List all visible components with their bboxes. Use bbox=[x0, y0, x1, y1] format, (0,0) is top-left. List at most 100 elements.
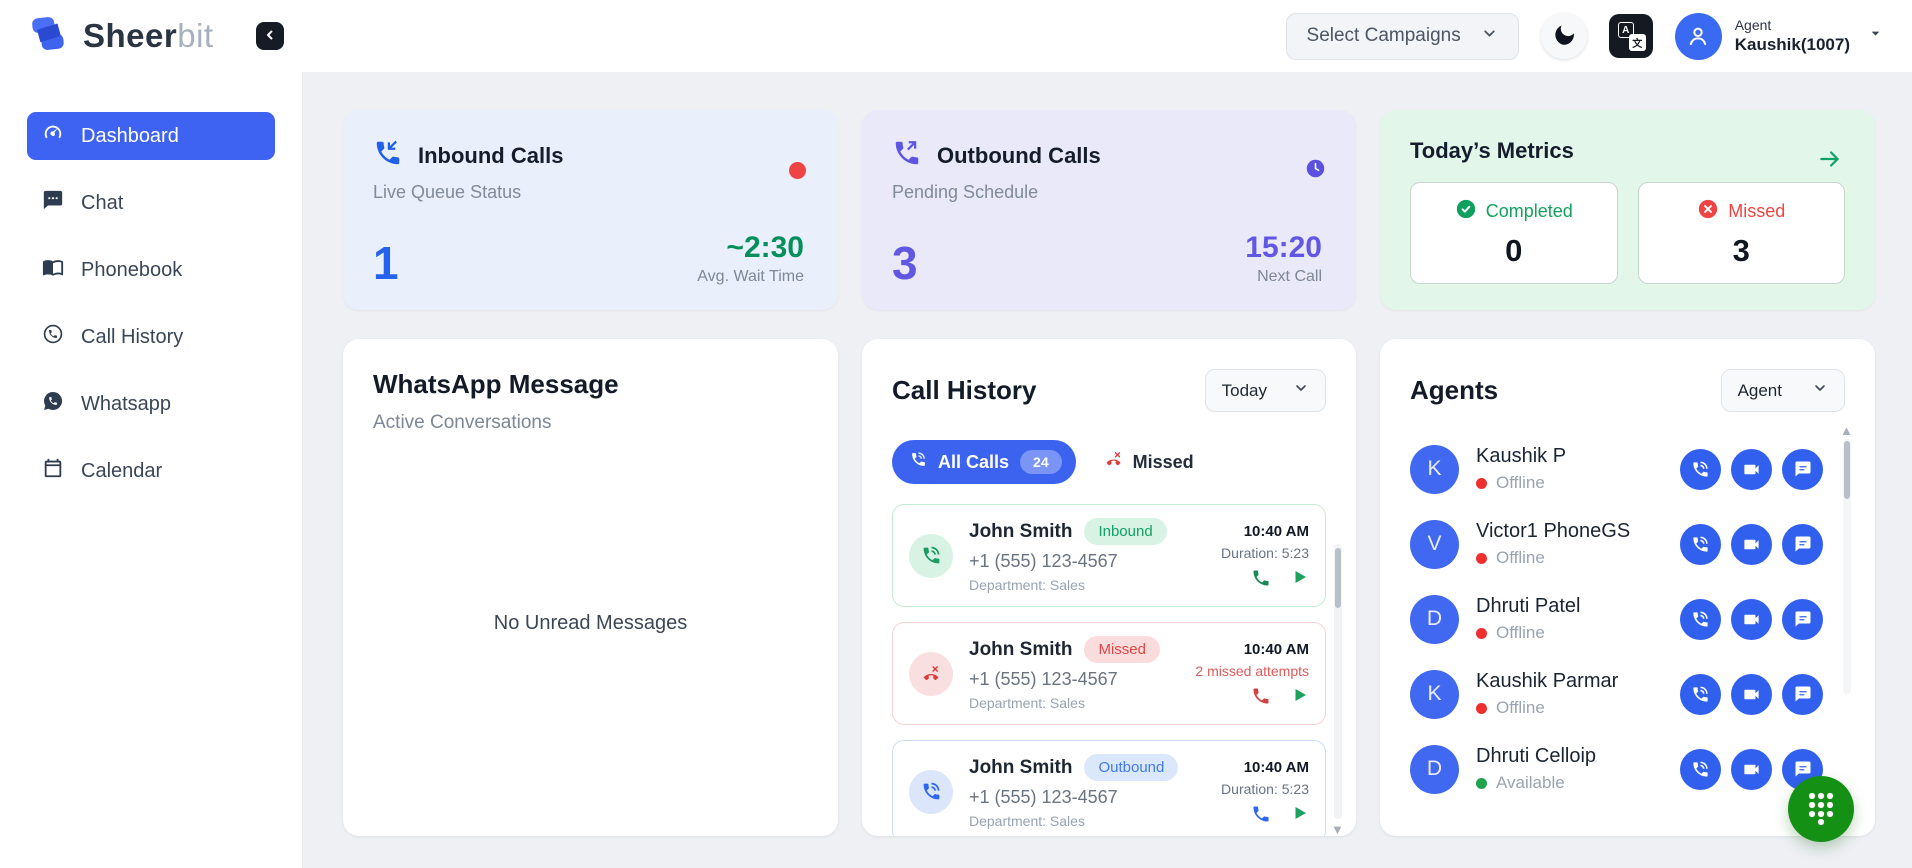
card-subtitle: Pending Schedule bbox=[892, 182, 1039, 202]
agent-video-call-button[interactable] bbox=[1731, 673, 1772, 715]
time-filter-value: Today bbox=[1221, 380, 1267, 400]
agent-video-call-button[interactable] bbox=[1731, 598, 1772, 640]
agent-video-call-button[interactable] bbox=[1731, 523, 1772, 565]
caller-name: John Smith bbox=[969, 638, 1073, 660]
caret-down-icon bbox=[1869, 27, 1882, 45]
agent-call-button[interactable] bbox=[1680, 523, 1721, 565]
agent-chat-button[interactable] bbox=[1782, 598, 1823, 640]
pending-count: 3 bbox=[892, 237, 918, 289]
agent-chat-button[interactable] bbox=[1782, 673, 1823, 715]
agent-name: Victor1 PhoneGS bbox=[1476, 520, 1631, 542]
queue-count: 1 bbox=[373, 237, 399, 289]
agent-status-label: Offline bbox=[1496, 548, 1545, 567]
agent-call-button[interactable] bbox=[1680, 598, 1721, 640]
translate-icon-secondary: 文 bbox=[1628, 34, 1646, 51]
campaign-select-label: Select Campaigns bbox=[1306, 25, 1461, 46]
caller-name: John Smith bbox=[969, 756, 1073, 778]
agent-call-button[interactable] bbox=[1680, 448, 1721, 490]
outbound-calls-card: Outbound Calls Pending Schedule 3 15:20 … bbox=[862, 110, 1356, 310]
chevron-down-icon bbox=[1812, 380, 1828, 401]
agent-video-call-button[interactable] bbox=[1731, 748, 1772, 790]
dark-mode-toggle[interactable] bbox=[1540, 13, 1587, 59]
missed-metric-box: Missed 3 bbox=[1637, 182, 1845, 284]
brand-name: Sheerbit bbox=[83, 17, 214, 54]
tab-missed[interactable]: Missed bbox=[1104, 450, 1194, 474]
agent-row: D Dhruti Celloip Available bbox=[1410, 738, 1845, 800]
agent-chat-button[interactable] bbox=[1782, 448, 1823, 490]
translate-icon: A bbox=[1617, 22, 1634, 38]
time-filter-select[interactable]: Today bbox=[1204, 369, 1326, 412]
call-back-button[interactable] bbox=[1251, 686, 1271, 706]
language-translate-button[interactable]: A 文 bbox=[1608, 14, 1653, 58]
tab-all-calls[interactable]: All Calls 24 bbox=[892, 440, 1076, 484]
dashboard-gauge-icon bbox=[42, 122, 64, 150]
scrollbar-thumb[interactable] bbox=[1335, 548, 1341, 608]
sheerbit-logo-icon bbox=[27, 13, 69, 60]
call-type-badge: Missed bbox=[1084, 636, 1160, 663]
panel-title: Call History bbox=[892, 375, 1037, 405]
play-recording-button[interactable] bbox=[1291, 804, 1309, 824]
agent-call-button[interactable] bbox=[1680, 673, 1721, 715]
moon-icon bbox=[1551, 22, 1576, 50]
empty-state-message: No Unread Messages bbox=[493, 612, 688, 635]
caller-name: John Smith bbox=[969, 520, 1073, 542]
user-menu[interactable]: Agent Kaushik(1007) bbox=[1674, 12, 1882, 60]
card-title: Inbound Calls bbox=[418, 142, 564, 168]
call-meta: Duration: 5:23 bbox=[1221, 781, 1309, 797]
chevron-left-icon bbox=[263, 28, 277, 45]
scroll-up-arrow-icon[interactable]: ▲ bbox=[1840, 423, 1853, 438]
sidebar-item-whatsapp[interactable]: Whatsapp bbox=[27, 380, 275, 428]
calendar-icon bbox=[42, 457, 64, 485]
panel-title: WhatsApp Message bbox=[373, 369, 619, 399]
sidebar-collapse-button[interactable] bbox=[255, 22, 284, 50]
x-circle-icon bbox=[1697, 198, 1719, 225]
call-meta: Duration: 5:23 bbox=[1221, 545, 1309, 561]
missed-call-icon bbox=[909, 651, 953, 696]
campaign-select[interactable]: Select Campaigns bbox=[1285, 12, 1519, 60]
call-history-item-inbound[interactable]: John Smith Inbound +1 (555) 123-4567 Dep… bbox=[892, 504, 1326, 607]
agent-call-button[interactable] bbox=[1680, 748, 1721, 790]
agent-avatar: D bbox=[1410, 744, 1459, 794]
sidebar-item-call-history[interactable]: Call History bbox=[27, 313, 275, 361]
call-time: 10:40 AM bbox=[1243, 759, 1309, 776]
sidebar-item-chat[interactable]: Chat bbox=[27, 179, 275, 227]
call-list-scrollbar[interactable]: ▼ bbox=[1331, 544, 1344, 836]
agent-filter-value: Agent bbox=[1737, 380, 1782, 400]
tab-all-calls-label: All Calls bbox=[938, 451, 1010, 472]
sidebar-item-label: Chat bbox=[81, 191, 124, 214]
agent-chat-button[interactable] bbox=[1782, 523, 1823, 565]
call-history-panel: Call History Today bbox=[862, 339, 1356, 836]
all-calls-count-badge: 24 bbox=[1020, 450, 1062, 474]
sidebar-item-label: Dashboard bbox=[81, 124, 179, 147]
call-history-item-outbound[interactable]: John Smith Outbound +1 (555) 123-4567 De… bbox=[892, 740, 1326, 836]
agent-list-scrollbar[interactable]: ▲ bbox=[1840, 423, 1853, 694]
agent-video-call-button[interactable] bbox=[1731, 448, 1772, 490]
completed-label: Completed bbox=[1485, 200, 1573, 221]
agent-filter-select[interactable]: Agent bbox=[1720, 369, 1845, 412]
sidebar-item-calendar[interactable]: Calendar bbox=[27, 447, 275, 495]
play-recording-button[interactable] bbox=[1291, 686, 1309, 706]
agent-list: K Kaushik P Offline bbox=[1410, 438, 1845, 800]
call-back-button[interactable] bbox=[1251, 568, 1271, 588]
call-back-button[interactable] bbox=[1251, 804, 1271, 824]
sidebar-item-dashboard[interactable]: Dashboard bbox=[27, 112, 275, 160]
scroll-down-arrow-icon[interactable]: ▼ bbox=[1331, 822, 1344, 836]
inbound-phone-icon bbox=[909, 533, 953, 578]
agent-avatar: D bbox=[1410, 594, 1459, 644]
status-dot bbox=[1476, 477, 1487, 489]
sidebar-item-label: Call History bbox=[81, 325, 184, 348]
sidebar-item-phonebook[interactable]: Phonebook bbox=[27, 246, 275, 294]
completed-metric-box: Completed 0 bbox=[1410, 182, 1618, 284]
caller-department: Department: Sales bbox=[969, 577, 1085, 593]
caller-phone: +1 (555) 123-4567 bbox=[969, 551, 1118, 571]
agent-row: D Dhruti Patel Offline bbox=[1410, 588, 1845, 650]
call-history-item-missed[interactable]: John Smith Missed +1 (555) 123-4567 Depa… bbox=[892, 622, 1326, 725]
agents-panel: Agents Agent K Kaushik P bbox=[1380, 339, 1875, 836]
play-recording-button[interactable] bbox=[1291, 568, 1309, 588]
phonebook-icon bbox=[42, 256, 64, 284]
caller-phone: +1 (555) 123-4567 bbox=[969, 787, 1118, 807]
dialpad-fab-button[interactable] bbox=[1788, 776, 1854, 842]
arrow-right-icon[interactable] bbox=[1817, 146, 1843, 177]
whatsapp-icon bbox=[42, 390, 64, 418]
scrollbar-thumb[interactable] bbox=[1844, 441, 1850, 499]
